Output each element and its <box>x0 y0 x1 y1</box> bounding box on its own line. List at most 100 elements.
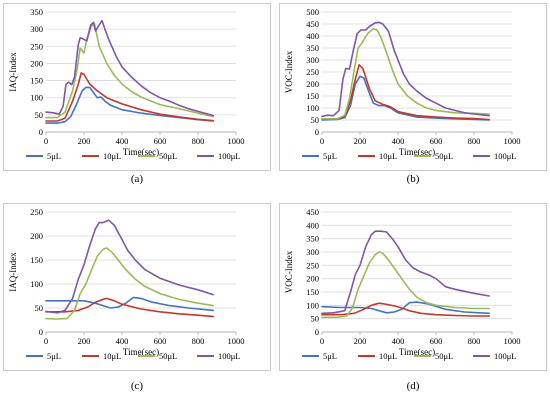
y-tick-label: 100 <box>306 300 319 310</box>
caption-c: (c) <box>130 380 144 392</box>
y-tick-label: 150 <box>306 287 319 297</box>
series-line-2 <box>321 302 490 317</box>
series-line-1 <box>45 86 214 124</box>
y-tick-label: 0 <box>39 327 43 337</box>
y-tick-label: 150 <box>30 255 43 265</box>
y-tick-label: 250 <box>306 260 319 270</box>
series-line-4 <box>45 19 214 117</box>
legend-label-3: 50μL <box>159 351 177 361</box>
x-tick-label: 600 <box>154 136 167 146</box>
legend-label-3: 50μL <box>435 351 453 361</box>
x-tick-label: 400 <box>116 336 129 346</box>
y-tick-label: 200 <box>30 231 43 241</box>
y-tick-label: 250 <box>30 207 43 217</box>
y-tick-label: 100 <box>30 93 43 103</box>
y-tick-label: 200 <box>306 274 319 284</box>
series-line-2 <box>45 297 214 318</box>
series-line-1 <box>321 75 490 121</box>
series-line-3 <box>321 28 490 120</box>
series-line-3 <box>45 23 214 119</box>
series-line-2 <box>321 64 490 121</box>
x-tick-label: 800 <box>468 136 481 146</box>
x-axis-title: Time(sec) <box>399 347 435 357</box>
y-axis-title: VOC-Index <box>284 250 294 293</box>
y-tick-label: 300 <box>306 247 319 257</box>
chart-panel-c: 0 50 100 150 200 250 0 200 400 600 800 1000 Time(sec… <box>3 203 271 371</box>
chart-d: 0 50 100 150 200 250 300 350 400 450 0 200 400 600 800… <box>284 207 521 361</box>
caption-a: (a) <box>130 173 144 185</box>
legend-label-2: 10μL <box>379 151 397 161</box>
x-tick-label: 1000 <box>228 136 245 146</box>
y-tick-label: 250 <box>306 67 319 77</box>
y-tick-label: 150 <box>306 91 319 101</box>
y-tick-label: 350 <box>30 7 43 17</box>
series-line-1 <box>45 296 214 312</box>
y-tick-label: 200 <box>30 58 43 68</box>
x-tick-label: 0 <box>44 336 48 346</box>
y-tick-label: 150 <box>30 76 43 86</box>
series-line-4 <box>321 230 490 315</box>
x-tick-label: 0 <box>320 136 324 146</box>
y-tick-label: 250 <box>30 41 43 51</box>
series-line-1 <box>321 301 490 315</box>
y-tick-label: 50 <box>311 314 320 324</box>
legend-label-4: 100μL <box>218 351 241 361</box>
chart-b: 0 50 100 150 200 250 300 350 400 450 500 0 200 400 600… <box>284 7 521 161</box>
y-tick-label: 50 <box>311 115 320 125</box>
chart-panel-d: 0 50 100 150 200 250 300 350 400 450 0 200 400 600 800… <box>279 203 547 371</box>
x-tick-label: 1000 <box>504 336 521 346</box>
legend-label-1: 5μL <box>323 351 337 361</box>
y-tick-label: 50 <box>35 110 44 120</box>
legend-label-4: 100μL <box>218 151 241 161</box>
legend-label-4: 100μL <box>494 151 517 161</box>
series-line-4 <box>321 21 490 118</box>
caption-d: (d) <box>406 380 420 392</box>
y-tick-label: 500 <box>306 7 319 17</box>
y-tick-label: 400 <box>306 220 319 230</box>
x-tick-label: 800 <box>192 136 205 146</box>
x-tick-label: 200 <box>78 136 91 146</box>
x-tick-label: 800 <box>468 336 481 346</box>
y-axis-title: IAQ-Index <box>8 252 18 292</box>
y-tick-label: 450 <box>306 19 319 29</box>
y-tick-label: 50 <box>35 303 44 313</box>
x-tick-label: 200 <box>354 336 367 346</box>
caption-b: (b) <box>406 173 420 185</box>
x-axis-title: Time(sec) <box>123 347 159 357</box>
y-axis-title: IAQ-Index <box>8 52 18 92</box>
y-axis-title: VOC-Index <box>284 50 294 93</box>
x-axis-title: Time(sec) <box>399 147 435 157</box>
legend-label-2: 10μL <box>103 351 121 361</box>
chart-a: 0 50 100 150 200 250 300 350 0 200 400 600 800 1000 Ti… <box>8 7 245 161</box>
legend-label-1: 5μL <box>323 151 337 161</box>
x-tick-label: 800 <box>192 336 205 346</box>
series-line-2 <box>45 72 214 122</box>
x-tick-label: 400 <box>392 336 405 346</box>
legend-label-4: 100μL <box>494 351 517 361</box>
legend-label-3: 50μL <box>159 151 177 161</box>
x-tick-label: 0 <box>44 136 48 146</box>
x-tick-label: 0 <box>320 336 324 346</box>
x-tick-label: 400 <box>392 136 405 146</box>
series-line-4 <box>45 219 214 314</box>
x-tick-label: 200 <box>354 136 367 146</box>
legend-label-1: 5μL <box>47 351 61 361</box>
y-tick-label: 350 <box>306 43 319 53</box>
y-tick-label: 0 <box>315 127 319 137</box>
y-tick-label: 300 <box>30 24 43 34</box>
x-tick-label: 600 <box>154 336 167 346</box>
y-tick-label: 0 <box>315 327 319 337</box>
y-tick-label: 350 <box>306 234 319 244</box>
chart-panel-a: 0 50 100 150 200 250 300 350 0 200 400 600 800 1000 Ti… <box>3 3 271 171</box>
legend-label-2: 10μL <box>379 351 397 361</box>
y-tick-label: 100 <box>30 279 43 289</box>
legend-label-2: 10μL <box>103 151 121 161</box>
x-tick-label: 1000 <box>228 336 245 346</box>
x-tick-label: 600 <box>430 136 443 146</box>
series-line-3 <box>45 247 214 320</box>
y-tick-label: 100 <box>306 103 319 113</box>
y-tick-label: 300 <box>306 55 319 65</box>
x-tick-label: 400 <box>116 136 129 146</box>
y-tick-label: 0 <box>39 127 43 137</box>
legend-label-3: 50μL <box>435 151 453 161</box>
